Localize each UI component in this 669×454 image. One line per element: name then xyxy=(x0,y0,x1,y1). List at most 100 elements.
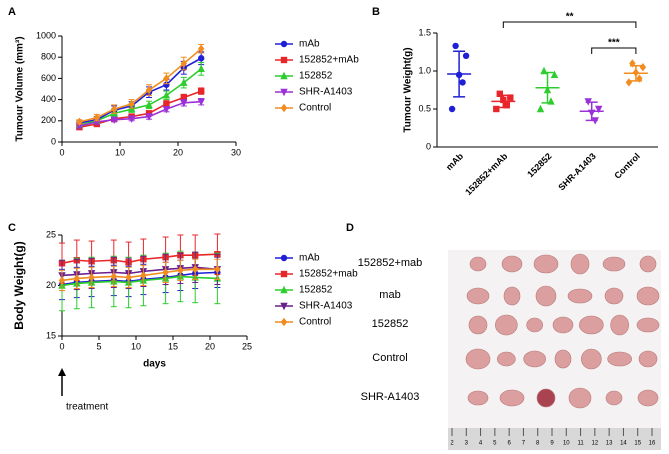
marker xyxy=(163,81,170,88)
ruler-label: 13 xyxy=(606,441,613,447)
legend-label: Control xyxy=(299,317,331,328)
marker xyxy=(180,59,187,68)
y-tick-label: 15 xyxy=(46,330,56,340)
marker xyxy=(177,266,184,275)
marker xyxy=(625,78,633,87)
legend-label: 152852 xyxy=(299,285,333,296)
tumour xyxy=(579,315,604,335)
tumour xyxy=(467,390,489,406)
tumour xyxy=(605,390,623,406)
ruler-label: 9 xyxy=(550,441,554,447)
x-tick-label: 15 xyxy=(168,341,178,351)
marker xyxy=(280,88,288,97)
tumour xyxy=(636,317,660,333)
tumour xyxy=(495,314,518,336)
marker xyxy=(540,66,548,75)
ruler-label: 6 xyxy=(507,441,511,447)
tumour xyxy=(570,253,590,275)
marker xyxy=(76,117,83,127)
marker xyxy=(448,105,456,113)
x-tick-label: SHR-A1403 xyxy=(556,151,597,192)
marker xyxy=(632,68,640,77)
marker xyxy=(500,96,507,104)
marker xyxy=(280,254,288,262)
marker xyxy=(280,302,288,311)
ruler-label: 7 xyxy=(522,441,526,447)
marker xyxy=(127,115,136,123)
ruler-label: 10 xyxy=(563,441,570,447)
marker xyxy=(145,85,153,95)
panel-label: B xyxy=(372,6,380,18)
y-tick-label: 200 xyxy=(41,115,56,125)
tumour xyxy=(610,314,629,336)
x-tick-label: 10 xyxy=(131,341,141,351)
annotation: treatment xyxy=(66,402,108,413)
ruler-label: 3 xyxy=(465,441,469,447)
legend-label: Control xyxy=(299,103,331,114)
marker xyxy=(584,98,592,106)
tumour xyxy=(636,286,660,306)
tumour xyxy=(568,387,592,409)
marker xyxy=(125,273,132,282)
tumour xyxy=(501,255,523,273)
significance-label: ** xyxy=(566,12,574,23)
marker xyxy=(280,71,288,80)
marker xyxy=(550,70,559,78)
x-tick-label: 5 xyxy=(96,341,101,351)
tumour xyxy=(607,351,632,367)
x-tick-label: 152852+mAb xyxy=(463,151,510,198)
row-label: mab xyxy=(379,289,400,301)
marker xyxy=(88,273,95,282)
marker xyxy=(162,268,169,277)
marker xyxy=(462,52,470,59)
marker xyxy=(636,74,643,83)
x-tick-label: 0 xyxy=(59,147,64,157)
x-tick-label: 30 xyxy=(231,147,241,157)
marker xyxy=(280,40,288,48)
y-tick-label: 1.5 xyxy=(418,27,431,37)
tumour xyxy=(604,287,624,305)
marker xyxy=(110,116,118,124)
panel-label: D xyxy=(346,222,354,234)
y-axis-label: Tumour Weight(g) xyxy=(403,47,414,132)
tumour xyxy=(554,349,572,369)
marker xyxy=(591,117,599,125)
x-tick-label: 10 xyxy=(115,147,125,157)
x-tick-label: mAb xyxy=(444,151,466,173)
x-tick-label: 152852 xyxy=(525,151,553,179)
y-tick-label: 0 xyxy=(51,136,56,146)
series-line xyxy=(79,100,202,127)
row-label: 152852 xyxy=(372,318,409,330)
y-tick-label: 0 xyxy=(426,141,431,151)
tumour xyxy=(468,315,488,335)
y-tick-label: 0.5 xyxy=(418,103,431,113)
ruler-label: 2 xyxy=(450,441,454,447)
marker xyxy=(280,103,288,113)
tumour xyxy=(602,256,626,272)
ruler xyxy=(448,428,661,450)
legend-label: 152852+mab xyxy=(299,269,358,280)
tumour xyxy=(523,350,546,368)
marker xyxy=(145,100,153,109)
y-axis-label: Tumour Volume (mm³) xyxy=(15,36,26,141)
ruler-label: 11 xyxy=(577,441,584,447)
tumour xyxy=(535,285,557,307)
marker xyxy=(163,74,170,83)
marker xyxy=(145,113,153,121)
row-label: SHR-A1403 xyxy=(361,391,420,403)
tumour xyxy=(503,286,521,306)
marker xyxy=(127,104,136,113)
marker xyxy=(280,285,288,294)
marker xyxy=(198,55,205,62)
marker xyxy=(459,79,466,86)
panel-label: C xyxy=(8,222,16,234)
tumour xyxy=(466,287,490,305)
marker xyxy=(75,122,84,131)
tumour xyxy=(499,389,525,407)
significance-bracket xyxy=(502,21,637,28)
ruler-label: 8 xyxy=(536,441,540,447)
marker xyxy=(197,98,205,106)
tumour xyxy=(469,256,487,272)
tumour xyxy=(581,348,602,370)
series-line xyxy=(61,266,218,277)
